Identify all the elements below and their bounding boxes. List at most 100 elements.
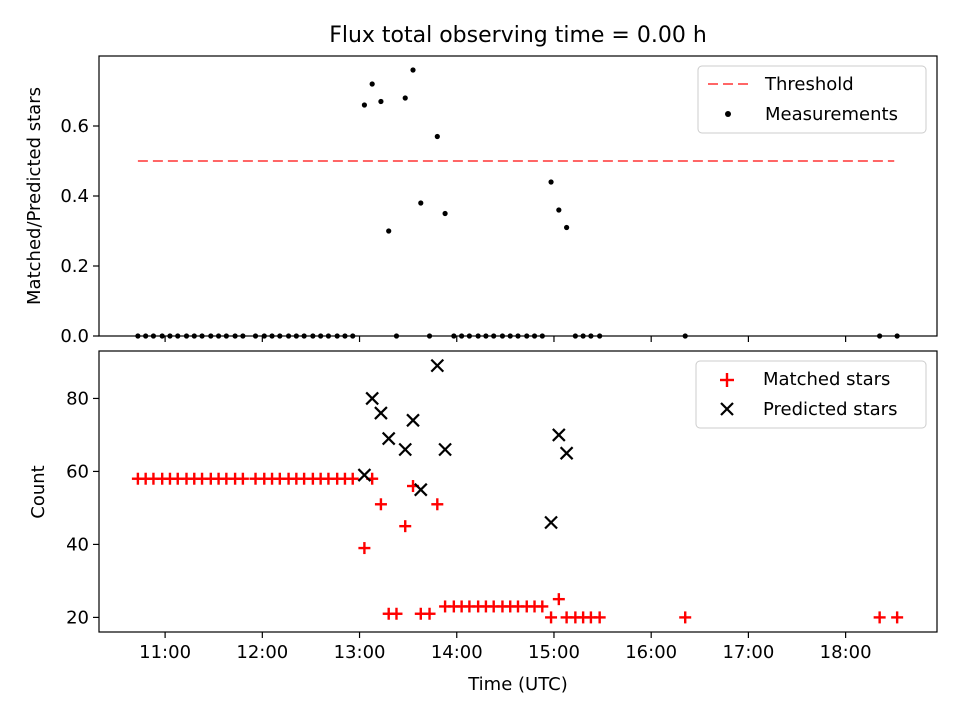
- matched-star-point: [399, 520, 412, 533]
- bottom-y-tick-label: 60: [66, 461, 89, 482]
- measurement-point: [215, 333, 222, 339]
- measurement-point: [369, 81, 375, 87]
- bottom-y-ticks: 20 40 60 80: [66, 388, 99, 628]
- measurement-points: [135, 67, 900, 339]
- measurement-point: [386, 228, 392, 234]
- measurement-point: [183, 333, 190, 339]
- predicted-star-point: [430, 358, 445, 373]
- measurement-point: [393, 333, 400, 339]
- measurement-point: [342, 333, 348, 339]
- measurement-point: [418, 200, 424, 206]
- measurement-point: [548, 179, 554, 185]
- bottom-legend: Matched stars Predicted stars: [695, 360, 927, 429]
- measurement-point: [539, 333, 545, 339]
- top-legend-box: [697, 65, 927, 134]
- predicted-star-point: [381, 431, 396, 446]
- measurement-point: [434, 133, 440, 140]
- measurement-point: [483, 333, 489, 339]
- measurement-point: [350, 333, 356, 339]
- predicted-star-point: [398, 442, 413, 457]
- measurement-point: [475, 333, 481, 339]
- top-y-tick-label: 0.2: [60, 256, 89, 277]
- measurement-point: [167, 333, 173, 339]
- measurement-point: [682, 333, 688, 339]
- x-tick-label: 15:00: [528, 642, 580, 663]
- matched-star-point: [358, 542, 371, 555]
- x-tick-label: 12:00: [236, 642, 288, 663]
- predicted-star-point: [559, 446, 574, 460]
- measurement-point: [531, 333, 538, 339]
- measurement-point: [588, 333, 594, 339]
- measurement-point: [515, 333, 521, 339]
- measurement-point: [442, 210, 448, 217]
- measurement-point: [150, 333, 157, 339]
- measurement-point: [277, 333, 283, 339]
- measurement-point: [466, 333, 472, 339]
- measurement-point: [325, 333, 332, 339]
- matched-star-point: [679, 611, 692, 624]
- measurement-point: [491, 333, 497, 339]
- measurement-point: [507, 333, 513, 339]
- measurement-point: [894, 333, 900, 339]
- bottom-legend-box: [695, 360, 927, 429]
- top-y-axis-label: Matched/Predicted stars: [24, 87, 45, 305]
- measurement-point: [361, 102, 367, 108]
- bottom-plot-frame: [98, 350, 938, 633]
- predicted-star-points: [357, 358, 574, 530]
- matched-star-point: [431, 498, 444, 511]
- bottom-y-axis-label: Count: [28, 465, 49, 518]
- matched-star-point: [236, 472, 249, 485]
- measurement-point: [378, 98, 384, 105]
- measurement-point: [499, 333, 506, 339]
- x-tick-label: 14:00: [431, 642, 483, 663]
- chart-title: Flux total observing time = 0.00 h: [329, 23, 707, 48]
- top-y-tick-label: 0.6: [60, 116, 89, 137]
- measurements-legend-label: Measurements: [765, 104, 898, 125]
- matched-star-point: [891, 611, 904, 624]
- x-tick-label: 16:00: [625, 642, 677, 663]
- matched-star-points: [131, 472, 904, 624]
- measurement-point: [310, 333, 316, 339]
- measurement-point: [524, 333, 530, 339]
- threshold-legend-label: Threshold: [764, 74, 854, 95]
- measurement-point: [232, 333, 238, 339]
- measurement-point: [252, 333, 259, 339]
- x-tick-label: 17:00: [722, 642, 774, 663]
- predicted-star-point: [414, 482, 428, 497]
- predicted-star-point: [365, 391, 379, 406]
- matched-star-point: [390, 607, 403, 620]
- measurement-point: [318, 333, 324, 339]
- matched-star-point: [346, 472, 359, 485]
- measurement-point: [208, 333, 214, 339]
- predicted-star-point: [357, 468, 372, 482]
- predicted-star-point: [406, 413, 420, 428]
- measurement-point: [451, 333, 457, 339]
- matched-legend-label: Matched stars: [763, 369, 890, 390]
- measurement-point: [402, 95, 408, 101]
- measurements-legend-swatch: [725, 111, 731, 117]
- measurement-point: [301, 333, 307, 339]
- measurement-point: [159, 333, 165, 339]
- measurement-point: [223, 333, 229, 339]
- measurement-point: [269, 333, 275, 339]
- matched-legend-swatch: [720, 373, 734, 387]
- bottom-x-ticks: 11:00 12:00 13:00 14:00 15:00 16:00 17:00 18:00: [139, 632, 872, 663]
- measurement-point: [580, 333, 586, 339]
- bottom-y-tick-label: 80: [66, 388, 89, 409]
- x-axis-label: Time (UTC): [467, 674, 568, 695]
- measurement-point: [261, 333, 267, 339]
- matched-star-point: [593, 611, 606, 624]
- measurement-point: [135, 333, 141, 339]
- predicted-star-point: [438, 442, 452, 457]
- measurement-point: [199, 333, 205, 339]
- measurement-point: [410, 67, 416, 73]
- measurement-point: [293, 333, 299, 339]
- matched-star-point: [873, 611, 886, 624]
- matched-star-point: [536, 600, 549, 613]
- measurement-point: [191, 333, 197, 339]
- matched-star-point: [423, 607, 436, 620]
- measurement-point: [240, 333, 246, 339]
- bottom-y-tick-label: 20: [66, 607, 89, 628]
- measurement-point: [334, 333, 340, 339]
